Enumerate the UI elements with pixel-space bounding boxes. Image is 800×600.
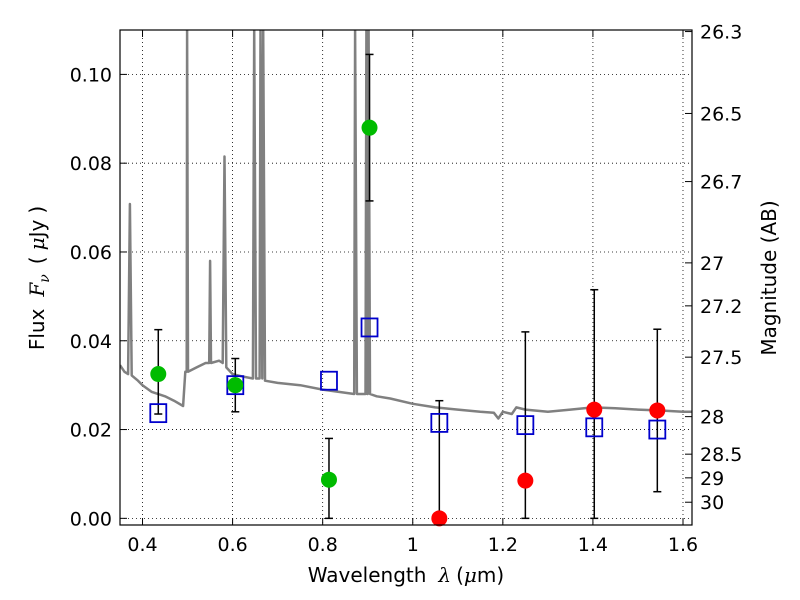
x-tick-label: 0.4 xyxy=(127,534,157,556)
mag-tick-label: 28.5 xyxy=(700,444,742,466)
y2-axis-title: Magnitude (AB) xyxy=(757,200,781,355)
plot-frame xyxy=(119,29,693,526)
mag-tick-label: 26.5 xyxy=(700,103,742,125)
x-tick-label: 1.2 xyxy=(488,534,518,556)
y-tick-label: 0.04 xyxy=(70,331,112,353)
mag-tick-label: 27.5 xyxy=(700,347,742,369)
y-tick-label: 0.08 xyxy=(70,153,112,175)
x-tick-labels: 0.4 0.6 0.8 1 1.2 1.4 1.6 xyxy=(127,534,698,556)
x-tick-label: 0.6 xyxy=(217,534,247,556)
x-tick-label: 0.8 xyxy=(308,534,338,556)
model-photometry-square xyxy=(149,403,168,424)
model-photometry-layer xyxy=(149,317,667,440)
observed-points-layer xyxy=(150,119,666,527)
mag-tick-label: 27.2 xyxy=(700,296,742,318)
detection-point xyxy=(150,366,167,383)
y-tick-label: 0.02 xyxy=(70,420,112,442)
model-photometry-square xyxy=(648,419,667,440)
mag-tick-label: 26.7 xyxy=(700,172,742,194)
mag-tick-label: 29 xyxy=(700,468,724,490)
model-photometry-square xyxy=(360,317,379,338)
upper-limit-point xyxy=(586,401,603,418)
mag-tick-label: 30 xyxy=(700,492,724,514)
model-photometry-square xyxy=(430,412,449,433)
x-axis-title: Wavelength λ (μm) xyxy=(308,563,504,587)
y-tick-label: 0.06 xyxy=(70,242,112,264)
detection-point xyxy=(227,377,244,394)
y-tick-label: 0.10 xyxy=(70,64,112,86)
mag-tick-label: 26.3 xyxy=(700,22,742,44)
y-axis-title: FluxFν(μJy) xyxy=(25,206,53,350)
upper-limit-point xyxy=(431,510,448,527)
mag-tick-label: 27 xyxy=(700,253,724,275)
model-photometry-square xyxy=(516,415,535,436)
x-tick-label: 1.6 xyxy=(668,534,698,556)
model-photometry-square xyxy=(320,370,338,391)
y-tick-labels: 0.00 0.02 0.04 0.06 0.08 0.10 xyxy=(70,64,112,530)
detection-point xyxy=(320,471,337,488)
template-spectrum-layer xyxy=(120,30,692,420)
upper-limit-point xyxy=(649,402,666,419)
y-tick-label: 0.00 xyxy=(70,508,112,530)
ticks xyxy=(120,30,692,525)
detection-point xyxy=(361,119,378,136)
mag-tick-label: 28 xyxy=(700,407,724,429)
x-tick-label: 1 xyxy=(407,534,419,556)
model-photometry-square xyxy=(585,417,604,438)
x-tick-label: 1.4 xyxy=(578,534,608,556)
template-spectrum-line xyxy=(120,30,692,420)
upper-limit-point xyxy=(517,472,534,489)
